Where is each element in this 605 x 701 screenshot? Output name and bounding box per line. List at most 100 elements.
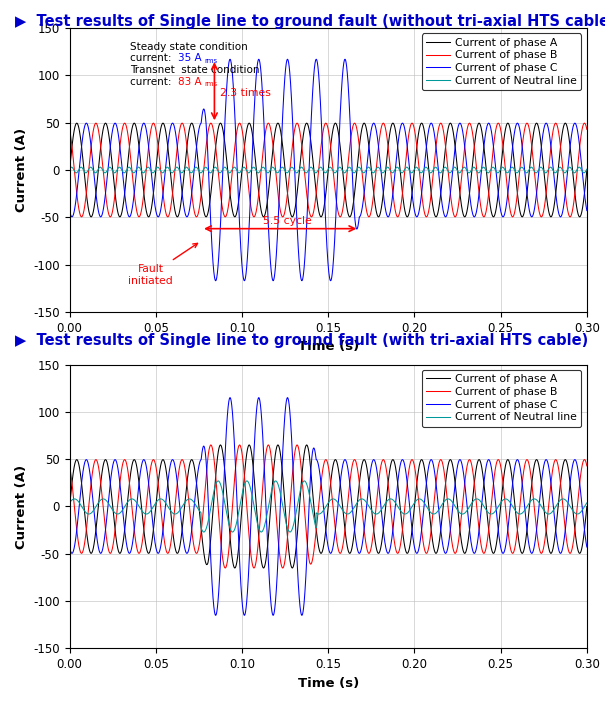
Current of phase B — [66, 462, 73, 470]
Current of phase B — [583, 125, 590, 134]
Current of Neutral line — [66, 498, 73, 507]
Current of phase A — [583, 166, 590, 175]
Current of phase B — [189, 193, 196, 202]
Current of phase C — [583, 543, 590, 551]
Current of phase B — [576, 479, 583, 487]
Current of Neutral line — [455, 507, 462, 515]
Current of Neutral line — [72, 168, 79, 177]
Current of Neutral line — [116, 163, 123, 171]
Current of Neutral line — [583, 165, 590, 173]
Current of phase B — [250, 564, 258, 572]
Y-axis label: Current (A): Current (A) — [15, 128, 28, 212]
Current of Neutral line — [523, 169, 530, 177]
Current of phase A — [217, 441, 224, 449]
Current of phase C — [300, 268, 307, 277]
Text: 35 A: 35 A — [178, 53, 202, 63]
Current of phase C — [72, 535, 79, 543]
Current of phase B — [300, 159, 307, 168]
Line: Current of phase C: Current of phase C — [70, 60, 587, 280]
Current of Neutral line — [272, 477, 280, 485]
Current of phase C — [576, 479, 583, 487]
Current of phase A — [188, 456, 195, 464]
Current of phase B — [72, 515, 79, 523]
Current of phase A — [72, 457, 79, 465]
Text: rms: rms — [204, 81, 217, 87]
Current of Neutral line — [300, 477, 307, 486]
Current of Neutral line — [523, 503, 530, 512]
Current of phase C — [523, 521, 530, 529]
Current of phase C — [300, 603, 307, 611]
Text: Transnet  state condition: Transnet state condition — [130, 65, 260, 76]
Current of phase B — [188, 528, 195, 536]
Line: Current of phase B: Current of phase B — [70, 445, 587, 568]
Current of phase B — [455, 538, 462, 546]
Current of phase B — [72, 178, 79, 186]
Y-axis label: Current (A): Current (A) — [15, 464, 28, 549]
Text: Steady state condition: Steady state condition — [130, 42, 247, 52]
Current of phase A — [523, 194, 530, 203]
Current of phase A — [455, 511, 462, 519]
Legend: Current of phase A, Current of phase B, Current of phase C, Current of Neutral l: Current of phase A, Current of phase B, … — [422, 370, 581, 427]
Text: Fault
initiated: Fault initiated — [128, 243, 198, 285]
Current of phase A — [66, 165, 73, 174]
Current of phase A — [455, 175, 462, 183]
Line: Current of Neutral line: Current of Neutral line — [70, 167, 587, 173]
Current of Neutral line — [576, 509, 583, 517]
Current of phase A — [72, 121, 79, 129]
Current of phase C — [188, 186, 195, 195]
Current of phase C — [576, 142, 583, 151]
Current of phase A — [523, 531, 530, 539]
Current of phase C — [269, 276, 276, 285]
Current of Neutral line — [66, 165, 73, 173]
Current of phase C — [455, 458, 462, 466]
Current of phase B — [455, 201, 462, 210]
Current of phase A — [189, 119, 196, 128]
Current of phase B — [523, 456, 530, 464]
Current of phase B — [66, 125, 73, 134]
Current of Neutral line — [189, 168, 196, 177]
Current of phase A — [576, 549, 583, 557]
Text: current:: current: — [130, 77, 178, 87]
Current of phase B — [121, 119, 128, 128]
Current of Neutral line — [583, 498, 590, 507]
Current of phase A — [583, 503, 590, 511]
X-axis label: Time (s): Time (s) — [298, 676, 359, 690]
Current of phase C — [66, 543, 73, 551]
Current of phase B — [78, 212, 85, 221]
Current of Neutral line — [455, 168, 462, 177]
Current of Neutral line — [73, 169, 80, 177]
Current of phase A — [88, 212, 95, 221]
Text: ▶  Test results of Single line to ground fault (with tri-axial HTS cable): ▶ Test results of Single line to ground … — [15, 333, 589, 348]
Current of phase C — [523, 184, 530, 193]
Text: ▶  Test results of Single line to ground fault (without tri-axial HTS cable): ▶ Test results of Single line to ground … — [15, 14, 605, 29]
Current of phase B — [300, 494, 307, 503]
X-axis label: Time (s): Time (s) — [298, 340, 359, 353]
Text: 83 A: 83 A — [178, 77, 202, 87]
Current of phase A — [300, 454, 307, 462]
Current of phase B — [208, 441, 215, 449]
Current of phase C — [66, 206, 73, 215]
Text: current:: current: — [130, 53, 178, 63]
Current of phase C — [188, 523, 195, 531]
Line: Current of phase A: Current of phase A — [70, 445, 587, 568]
Current of phase C — [72, 198, 79, 207]
Current of phase A — [260, 564, 267, 572]
Current of phase A — [300, 129, 307, 137]
Current of phase C — [226, 393, 234, 402]
Current of phase B — [523, 119, 530, 128]
Current of phase B — [576, 142, 583, 151]
Current of phase C — [583, 206, 590, 215]
Line: Current of phase B: Current of phase B — [70, 123, 587, 217]
Current of phase C — [269, 611, 276, 620]
Current of Neutral line — [576, 163, 583, 172]
Current of Neutral line — [188, 496, 195, 504]
Current of phase C — [226, 55, 234, 64]
Legend: Current of phase A, Current of phase B, Current of phase C, Current of Neutral l: Current of phase A, Current of phase B, … — [422, 34, 581, 90]
Current of phase A — [66, 502, 73, 510]
Current of phase A — [576, 212, 583, 221]
Text: 2.3 times: 2.3 times — [220, 88, 270, 98]
Current of phase C — [455, 121, 462, 130]
Current of Neutral line — [72, 495, 79, 503]
Current of Neutral line — [300, 165, 307, 174]
Line: Current of phase A: Current of phase A — [70, 123, 587, 217]
